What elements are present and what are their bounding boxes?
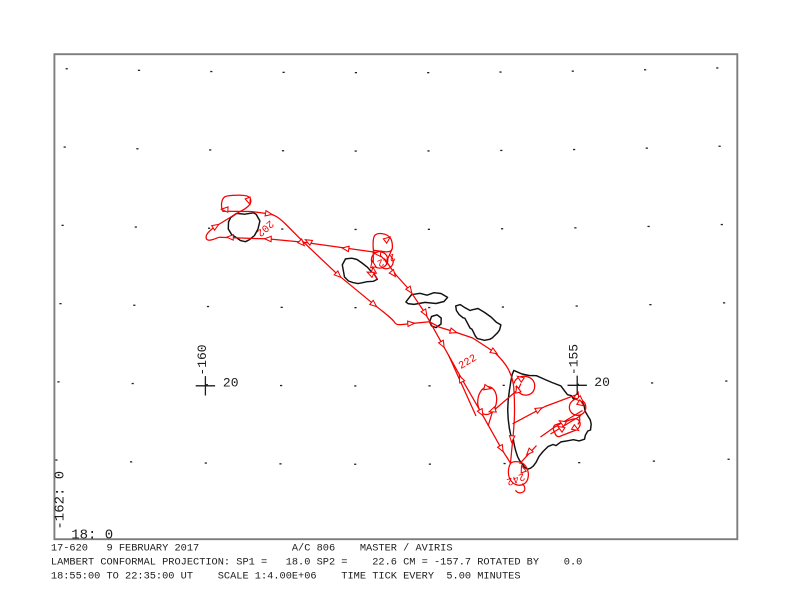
svg-text:17-620 9 FEBRUARY 2017: 17-620 9 FEBRUARY 2017 A/C 806 MASTER / … xyxy=(51,543,453,555)
svg-text:18: 0: 18: 0 xyxy=(71,528,113,544)
svg-text:-162: 0: -162: 0 xyxy=(53,471,69,530)
svg-text:18:55:00 TO 22:35:00 UT SCA: 18:55:00 TO 22:35:00 UT SCALE 1:4.00E+06… xyxy=(51,571,521,583)
svg-text:20: 20 xyxy=(223,375,239,390)
svg-text:-160: -160 xyxy=(195,344,210,375)
svg-text:20: 20 xyxy=(594,375,610,390)
svg-text:-155: -155 xyxy=(567,344,582,375)
svg-text:LAMBERT CONFORMAL PROJECTION:: LAMBERT CONFORMAL PROJECTION: SP1 = 18.0… xyxy=(51,557,582,569)
